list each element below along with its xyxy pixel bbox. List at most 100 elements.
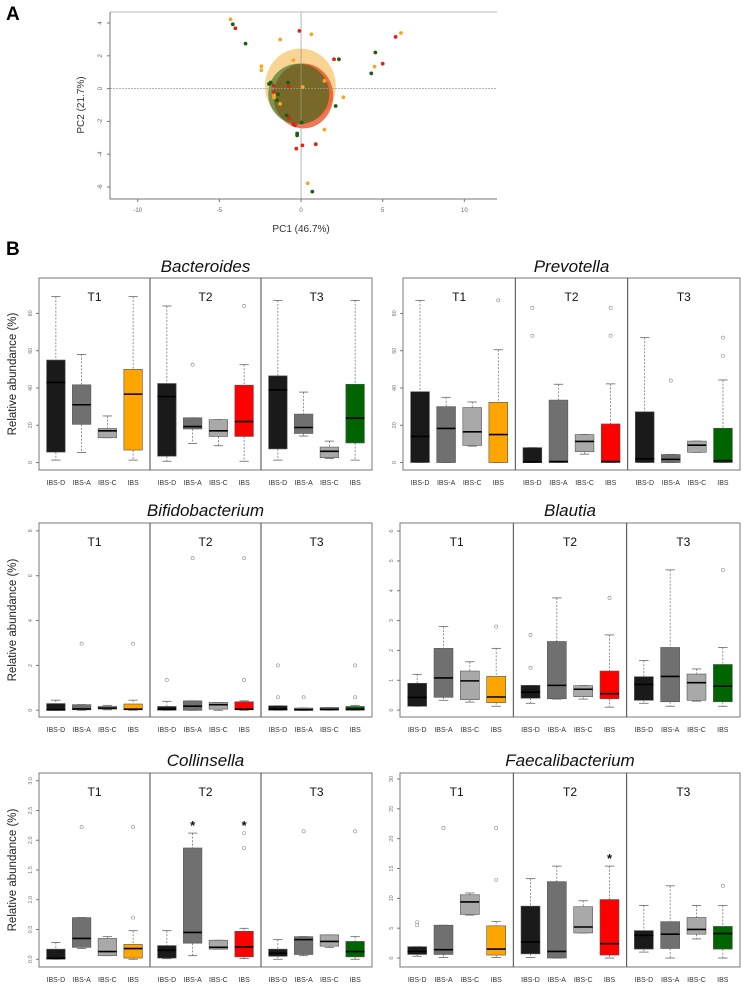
outlier-point (353, 695, 358, 700)
y-tick-label: 60 (28, 348, 34, 354)
box-t2-ibs (600, 305, 621, 463)
box-t3-ibs-a (294, 695, 314, 711)
plot-frame (402, 277, 741, 471)
plot-frame (399, 772, 741, 968)
x-tick-label: IBS-D (158, 727, 177, 734)
x-tick-label: IBS-C (98, 977, 117, 984)
pca-plot: -10 -5 0 5 10 -6 -4 -2 0 2 4 PC1 (46.7%) PC2 (21.7%) (76, 11, 497, 235)
box-iqr (319, 934, 339, 947)
x-tick-label: IBS-A (437, 480, 456, 487)
outlier-point (242, 556, 247, 561)
outlier-point (242, 304, 247, 308)
box-iqr (486, 676, 506, 703)
box-t1-ibs-a (72, 354, 92, 453)
box-t1-ibs-d (410, 299, 430, 463)
x-tick-label: IBS-A (661, 977, 680, 984)
x-tick-label: IBS-D (635, 480, 654, 487)
group-label-t2: T2 (198, 535, 212, 549)
box-iqr (574, 434, 595, 453)
box-t2-ibs-a (547, 865, 567, 959)
data-point-t3 (268, 80, 273, 85)
data-point-t2 (300, 143, 305, 148)
x-tick-label: IBS-C (320, 727, 339, 734)
x-tick-label: IBS-D (523, 480, 542, 487)
outlier-point (720, 883, 725, 888)
box-t3-ibs-a (294, 391, 314, 437)
data-point-t2 (313, 142, 318, 147)
group-label-t2: T2 (198, 290, 212, 304)
box-iqr (687, 440, 707, 453)
panel-title: Blautia (544, 501, 596, 520)
outlier-point (721, 335, 725, 340)
panel-title: Collinsella (167, 751, 244, 770)
data-point-t1 (372, 64, 377, 69)
box-t1-ibs-c (97, 415, 117, 439)
box-t2-ibs-d (520, 878, 541, 958)
box-t2-ibs (599, 596, 620, 708)
data-point-t3 (373, 50, 378, 55)
x-tick-label: IBS-D (269, 727, 288, 734)
box-t1-ibs-a (436, 396, 456, 463)
x-tick-label: IBS-D (411, 480, 430, 487)
x-tick-label: IBS (493, 480, 505, 487)
x-tick-label: IBS-D (521, 977, 540, 984)
box-iqr (319, 446, 339, 458)
outlier-point (496, 298, 501, 303)
data-point-t3 (275, 98, 279, 103)
outlier-point (530, 305, 535, 310)
box-t3-ibs-c (686, 668, 707, 702)
y-tick-label: 40 (392, 385, 398, 391)
box-iqr (573, 906, 593, 934)
x-tick-label: -10 (133, 208, 142, 214)
group-label-t2: T2 (198, 785, 212, 799)
data-point-t2 (271, 83, 276, 88)
data-point-t1 (259, 64, 264, 69)
x-tick-label: IBS-A (183, 977, 202, 984)
box-iqr (183, 417, 203, 430)
significance-star: * (607, 851, 613, 866)
box-t1-ibs-d (407, 673, 427, 707)
outlier-point (494, 877, 499, 882)
data-point-t1 (341, 95, 346, 100)
box-iqr (547, 641, 567, 700)
x-tick-label: IBS (491, 727, 503, 734)
plot-frame (38, 522, 373, 718)
x-tick-label: IBS (349, 727, 361, 734)
box-t3-ibs-d (635, 337, 655, 463)
y-tick-label: 4 (389, 589, 395, 592)
box-iqr (462, 407, 482, 446)
x-tick-label: IBS-C (574, 727, 593, 734)
x-tick-label: IBS-D (521, 727, 540, 734)
y-tick-label: 2.0 (28, 836, 34, 844)
box-iqr (686, 673, 707, 701)
box-iqr (294, 413, 314, 434)
y-tick-label: 2.5 (28, 807, 34, 815)
x-tick-label: IBS-A (661, 727, 680, 734)
data-point-t2 (393, 35, 398, 39)
x-tick-label: IBS-C (575, 480, 594, 487)
box-t1-ibs-d (46, 699, 66, 711)
y-axis-label: Relative abundance (%) (7, 808, 19, 931)
boxplot-prevotella: Prevotella 0 20 40 60 80 T1 IBS-D IBS-A IBS-C IBS T… (392, 257, 741, 487)
y-tick-label: -6 (98, 184, 104, 190)
box-iqr (407, 946, 427, 955)
panel-title: Faecalibacterium (505, 751, 634, 770)
x-tick-label: 10 (461, 208, 468, 214)
data-point-t3 (333, 104, 338, 108)
x-tick-label: IBS-A (434, 977, 453, 984)
box-iqr (433, 924, 454, 955)
box-t1-ibs-a (433, 826, 454, 958)
outlier-point (164, 678, 169, 682)
x-tick-label: IBS (717, 977, 729, 984)
y-tick-label: 30 (389, 776, 395, 782)
outlier-point (275, 695, 280, 700)
box-iqr (548, 399, 569, 463)
box-t1-ibs (486, 624, 506, 707)
box-t2-ibs-d (520, 633, 541, 704)
box-iqr (599, 899, 620, 956)
outlier-point (79, 641, 84, 646)
y-tick-label: 20 (392, 422, 398, 428)
x-tick-label: IBS (605, 480, 617, 487)
x-tick-label: IBS-C (460, 977, 479, 984)
